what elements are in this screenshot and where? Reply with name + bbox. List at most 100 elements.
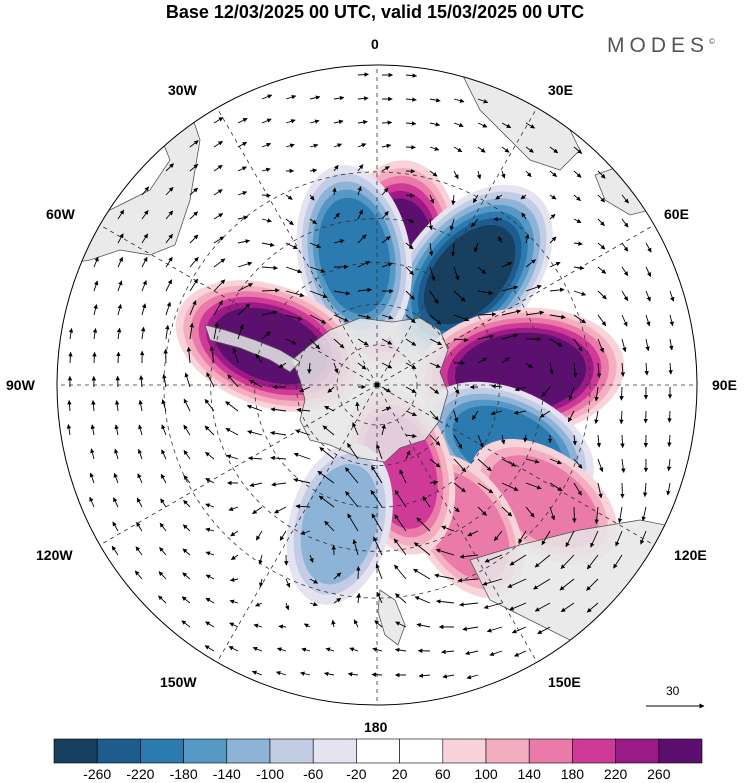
lon-label-60e: 60E <box>664 206 689 222</box>
wind-vector <box>597 170 606 179</box>
wind-vector <box>450 242 456 257</box>
wind-vector <box>255 530 263 541</box>
wind-vector <box>285 143 295 148</box>
wind-vector <box>371 513 383 532</box>
wind-vector <box>165 279 173 292</box>
wind-vector <box>429 480 439 485</box>
wind-vector <box>357 287 372 293</box>
wind-vector <box>498 236 503 244</box>
colorbar-tick-label: 20 <box>391 766 408 782</box>
wind-vector <box>160 473 167 484</box>
wind-vector <box>644 362 649 376</box>
wind-vector <box>229 622 239 628</box>
wind-vector <box>113 472 119 484</box>
wind-vector <box>189 278 199 292</box>
colorbar-swatch <box>615 738 660 764</box>
wind-vector <box>466 674 479 680</box>
wind-vector <box>285 266 303 274</box>
wind-vector <box>357 314 372 320</box>
meridian-line <box>376 224 655 386</box>
wind-vector <box>333 362 339 374</box>
wind-vector <box>237 117 248 124</box>
wind-vector <box>596 434 602 448</box>
wind-vector <box>511 626 527 634</box>
wind-vector <box>165 256 173 268</box>
wind-vector <box>92 328 98 340</box>
wind-vector <box>165 301 172 316</box>
wind-vector <box>521 212 527 220</box>
wind-vector <box>140 326 146 340</box>
wind-vector <box>258 554 263 565</box>
wind-vector <box>453 506 460 513</box>
wind-vector <box>237 215 249 220</box>
wind-vector <box>261 142 272 148</box>
wind-vector <box>594 386 599 402</box>
wind-vector <box>333 143 343 148</box>
wind-vector <box>549 338 563 347</box>
wind-vector <box>381 211 389 220</box>
wind-vector <box>309 194 315 201</box>
wind-vector <box>138 399 143 412</box>
wind-vector <box>345 491 359 508</box>
wind-vector <box>453 146 463 153</box>
wind-vector <box>325 647 335 652</box>
wind-vector <box>509 554 527 566</box>
wind-vector <box>285 290 305 298</box>
wind-vector <box>429 314 442 325</box>
wind-vector <box>477 506 487 516</box>
wind-vector <box>309 290 328 299</box>
wind-vector <box>462 626 479 632</box>
wind-vector <box>525 284 542 292</box>
wind-vector <box>309 242 322 248</box>
wind-vector <box>381 386 391 393</box>
wind-vector <box>565 530 575 548</box>
wind-vector <box>493 530 503 542</box>
wind-vector <box>357 119 368 125</box>
wind-vector <box>422 496 431 508</box>
wind-vector <box>183 398 191 412</box>
wind-vector <box>226 454 239 460</box>
wind-vector <box>137 473 143 484</box>
wind-vector <box>477 98 489 104</box>
wind-vector <box>204 645 215 652</box>
wind-vector <box>573 338 583 352</box>
wind-vector <box>347 513 359 532</box>
wind-vector <box>405 410 417 417</box>
wind-vector <box>405 450 411 460</box>
colorbar-swatch <box>53 738 98 764</box>
wind-vector <box>560 602 575 613</box>
wind-vector <box>228 646 239 652</box>
wind-vector <box>205 574 215 580</box>
wind-vector <box>229 577 239 582</box>
wind-vector <box>261 310 278 316</box>
colorbar-swatch <box>312 738 357 764</box>
wind-vector <box>249 482 263 488</box>
wind-vector <box>453 386 460 394</box>
wind-vector <box>237 261 253 268</box>
wind-vector <box>161 449 167 460</box>
wind-vector <box>246 404 263 412</box>
wind-vector <box>507 578 527 588</box>
wind-vector <box>237 141 248 148</box>
wind-vector <box>594 410 599 425</box>
wind-vector <box>66 424 72 436</box>
wind-vector <box>279 530 287 541</box>
wind-vector <box>183 450 191 460</box>
wind-vector <box>261 331 271 340</box>
wind-vector <box>189 140 199 148</box>
wind-vector <box>373 536 383 556</box>
wind-vector <box>327 386 335 393</box>
meridian-line <box>99 224 378 386</box>
wind-vector <box>525 362 533 369</box>
wind-vector <box>483 602 503 610</box>
wind-vector <box>597 290 607 300</box>
wind-vector <box>318 495 335 508</box>
wind-vector <box>459 602 479 607</box>
wind-vector <box>116 327 122 340</box>
wind-vector <box>500 434 506 445</box>
wind-vector <box>619 386 624 401</box>
wind-vector <box>429 170 438 177</box>
wind-vector <box>428 218 434 231</box>
colorbar-tick-label: 180 <box>560 766 585 782</box>
wind-vector <box>307 362 312 374</box>
